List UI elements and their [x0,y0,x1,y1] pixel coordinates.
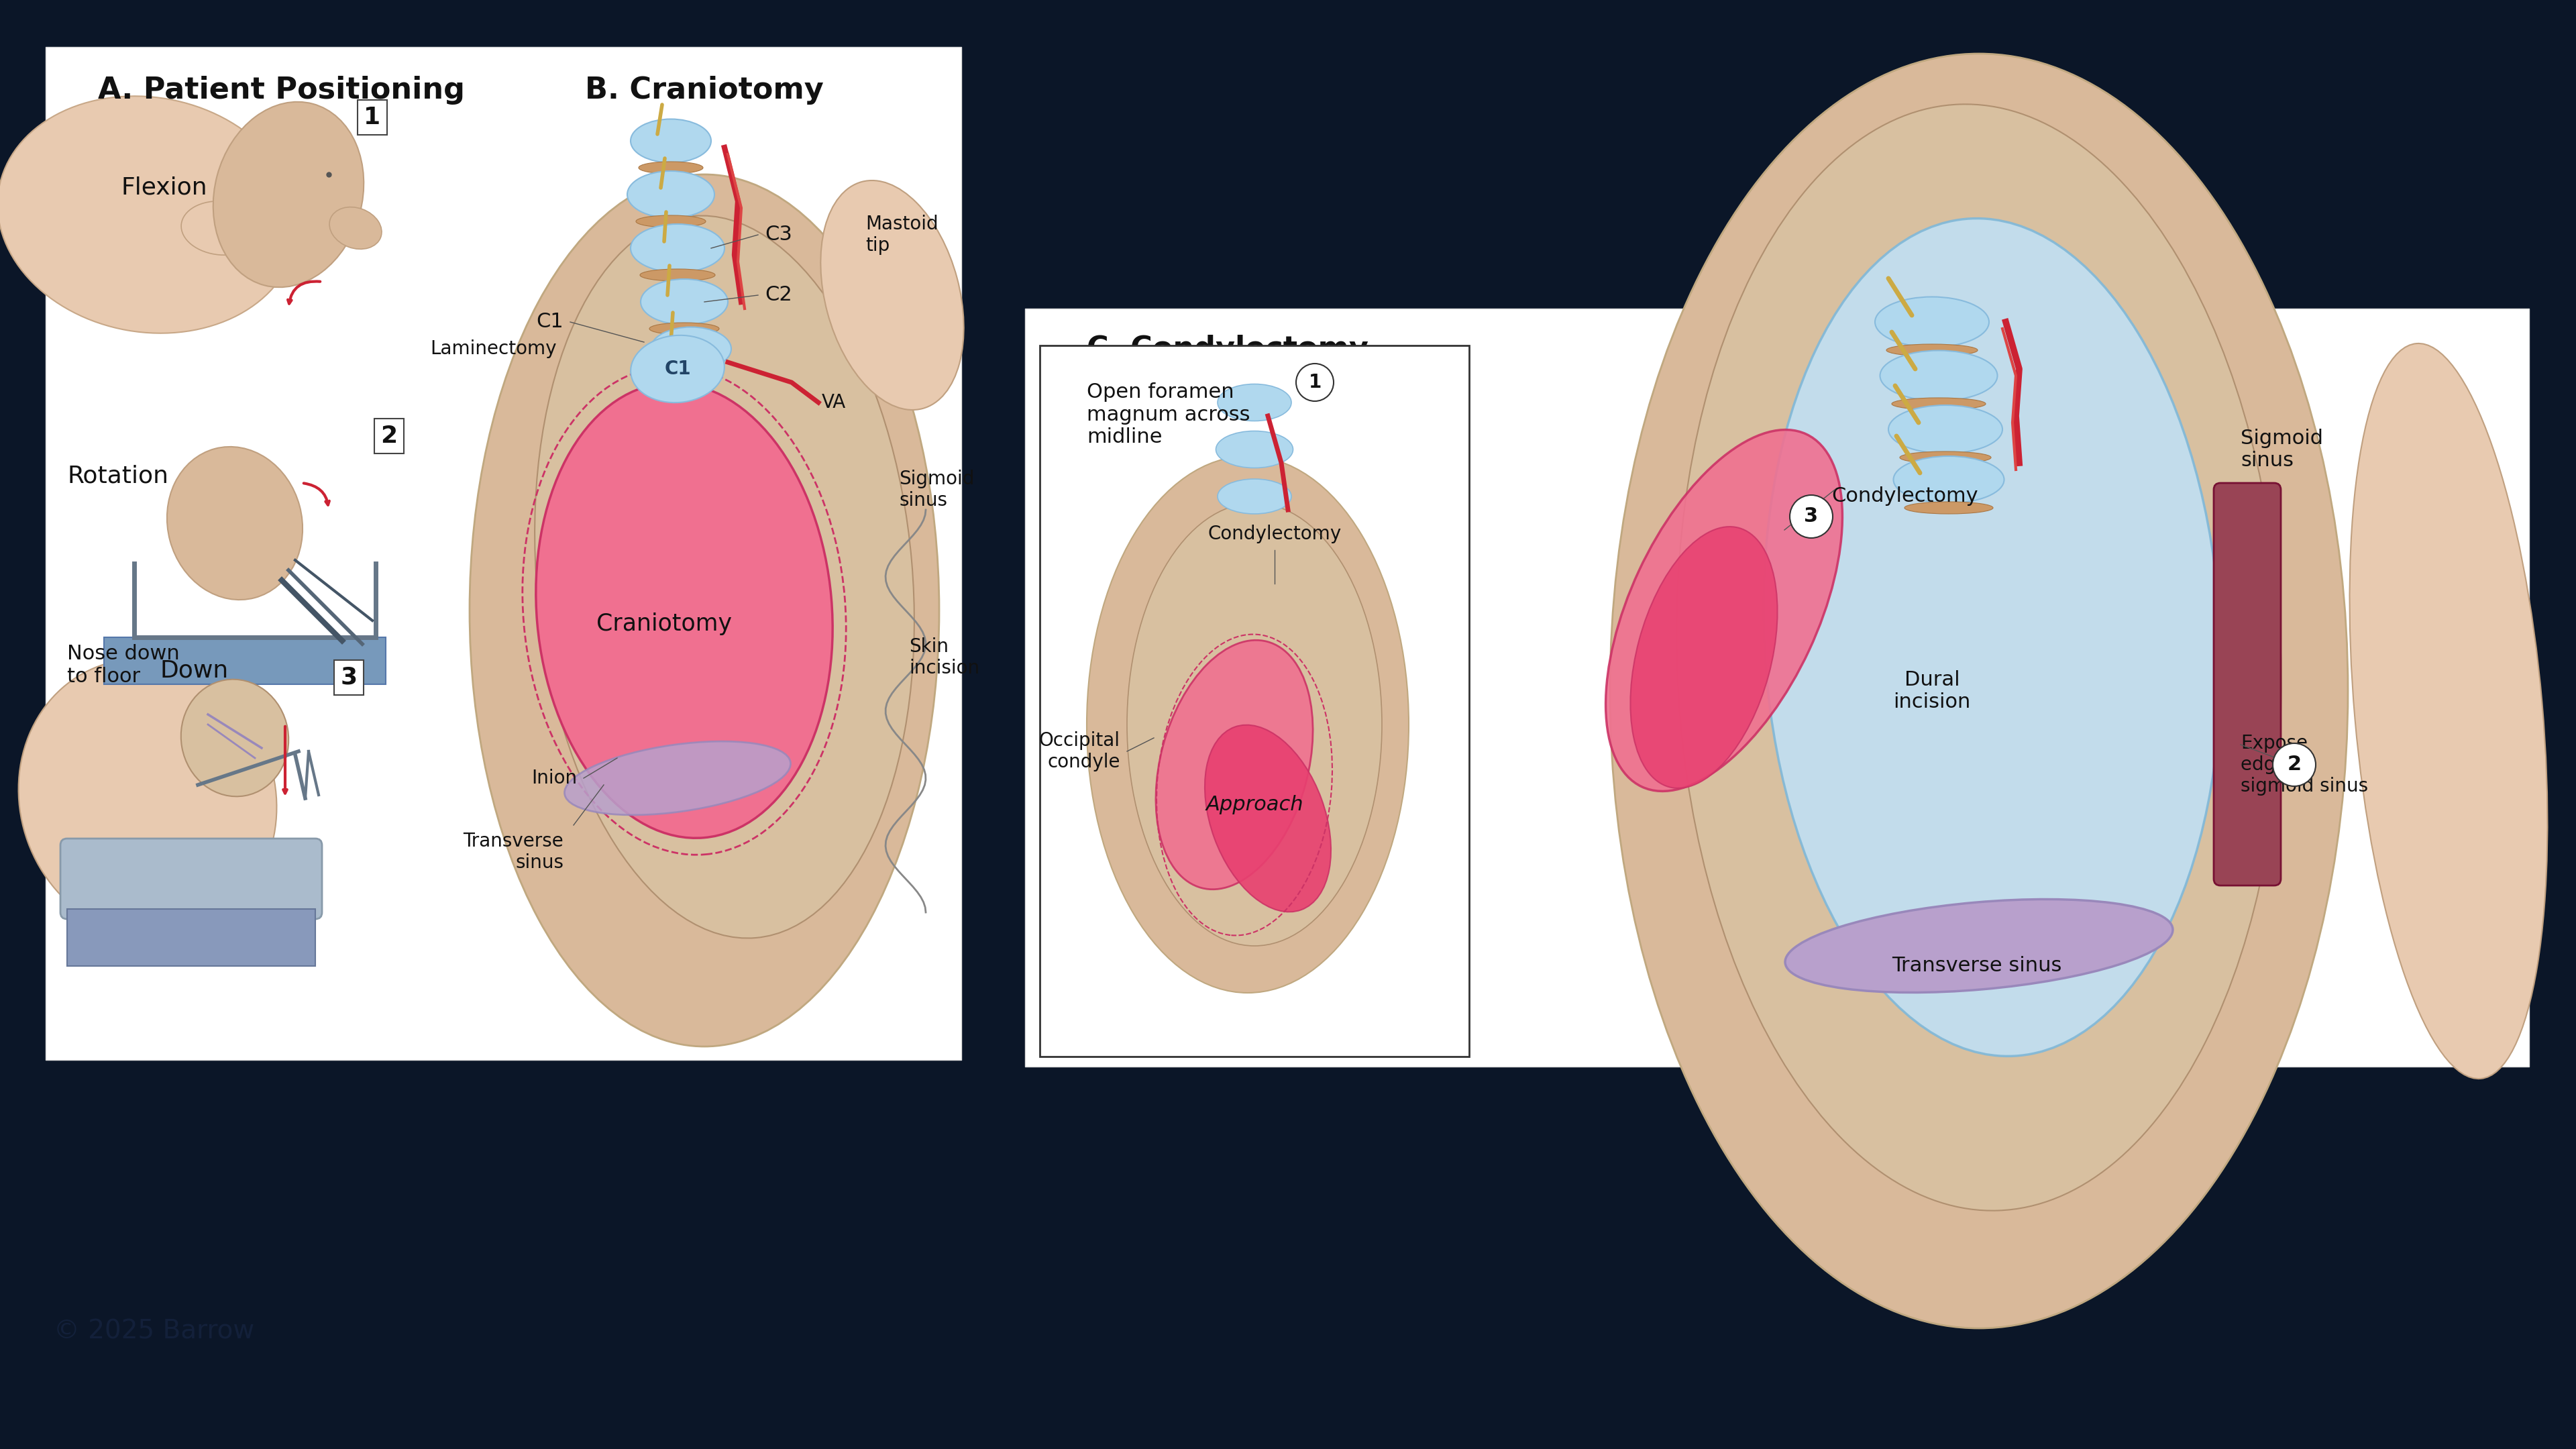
Text: Condylectomy: Condylectomy [1208,525,1342,543]
Text: B. Craniotomy: B. Craniotomy [585,77,824,104]
Ellipse shape [631,119,711,162]
Ellipse shape [636,216,706,227]
Text: Mastoid
tip: Mastoid tip [866,214,938,255]
Text: C. Condylectomy: C. Condylectomy [1087,335,1368,364]
Ellipse shape [1218,384,1291,422]
FancyBboxPatch shape [59,839,322,919]
Ellipse shape [469,174,940,1046]
Text: © 2025 Barrow: © 2025 Barrow [54,1319,255,1345]
Text: Sigmoid
sinus: Sigmoid sinus [899,469,974,510]
Ellipse shape [1888,406,2002,454]
Ellipse shape [1880,351,1996,401]
Ellipse shape [536,216,914,938]
Ellipse shape [536,383,832,838]
Text: VA: VA [822,393,845,412]
Ellipse shape [1218,480,1291,514]
Bar [46,46,961,1059]
Ellipse shape [1128,503,1381,946]
Text: Open foramen
magnum across
midline: Open foramen magnum across midline [1087,383,1249,446]
Ellipse shape [639,270,716,281]
Ellipse shape [18,659,276,938]
Bar [1025,309,2530,1066]
Ellipse shape [1893,456,2004,503]
Ellipse shape [330,207,381,249]
Ellipse shape [214,101,363,287]
Ellipse shape [631,335,724,403]
Text: Dural
incision: Dural incision [1893,669,1971,711]
Text: Approach: Approach [1206,796,1303,814]
Bar [1041,345,1468,1056]
Text: Laminectomy: Laminectomy [430,339,556,358]
Text: C2: C2 [765,285,791,304]
Text: Condylectomy: Condylectomy [1832,487,1978,506]
Ellipse shape [631,225,724,272]
Ellipse shape [1891,398,1986,410]
Ellipse shape [2349,343,2548,1078]
Ellipse shape [1631,526,1777,788]
Text: Rotation: Rotation [67,465,167,488]
Circle shape [1790,496,1832,538]
Text: 2: 2 [2287,755,2300,774]
Ellipse shape [649,323,719,335]
Ellipse shape [180,680,289,797]
Ellipse shape [1206,724,1332,911]
Text: Inion: Inion [531,769,577,788]
Ellipse shape [626,171,714,217]
Text: Down: Down [160,659,229,682]
Bar [67,909,314,966]
Text: Skin
incision: Skin incision [909,638,979,678]
Ellipse shape [1157,640,1314,890]
Text: Nose down
to floor: Nose down to floor [67,643,180,685]
Ellipse shape [1904,501,1994,514]
Text: Expose
edge of
sigmoid sinus: Expose edge of sigmoid sinus [2241,733,2367,796]
Text: Craniotomy: Craniotomy [595,613,732,635]
Ellipse shape [167,446,301,600]
Ellipse shape [180,201,263,255]
Text: C1: C1 [536,313,564,332]
Ellipse shape [1677,104,2282,1210]
Text: C1: C1 [665,359,690,378]
Text: 3: 3 [340,667,358,688]
Bar [103,638,386,684]
Ellipse shape [1886,343,1978,356]
Ellipse shape [0,96,299,333]
Text: C3: C3 [765,225,793,245]
Ellipse shape [639,162,703,174]
Ellipse shape [1610,54,2347,1329]
Text: Transverse
sinus: Transverse sinus [464,832,564,872]
Text: 1: 1 [1309,372,1321,391]
Ellipse shape [1875,297,1989,348]
Ellipse shape [1216,430,1293,468]
Ellipse shape [1765,219,2221,1056]
Text: 2: 2 [381,425,397,448]
Text: Flexion: Flexion [121,177,206,199]
Text: A. Patient Positioning: A. Patient Positioning [98,77,466,104]
Ellipse shape [652,327,732,371]
Text: Sigmoid
sinus: Sigmoid sinus [2241,429,2324,471]
FancyBboxPatch shape [2213,483,2280,885]
Text: Transverse sinus: Transverse sinus [1891,956,2061,975]
Circle shape [2272,743,2316,787]
Ellipse shape [564,742,791,814]
Text: 3: 3 [1803,507,1819,526]
Text: Occipital
condyle: Occipital condyle [1038,732,1121,771]
Text: 1: 1 [363,106,381,129]
Ellipse shape [1605,430,1842,791]
Ellipse shape [1087,456,1409,993]
Ellipse shape [641,280,729,325]
Ellipse shape [822,181,963,410]
Ellipse shape [1901,452,1991,464]
Ellipse shape [1785,900,2172,993]
Circle shape [1296,364,1334,401]
